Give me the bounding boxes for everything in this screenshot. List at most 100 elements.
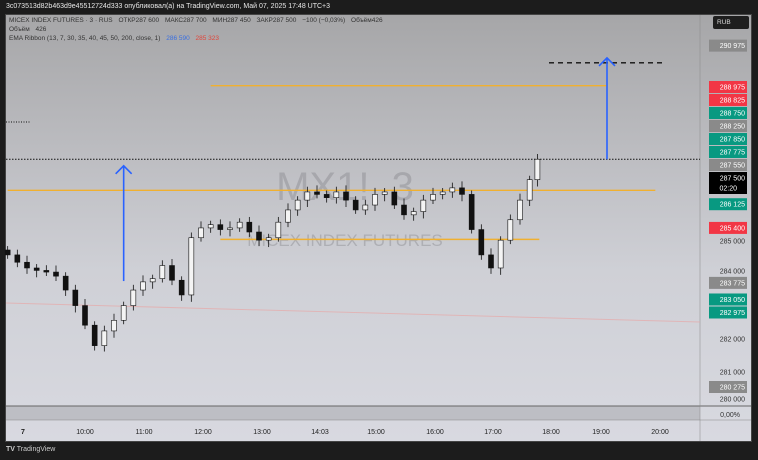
candle (159, 265, 166, 279)
arrow-head-icon (115, 164, 133, 175)
candle (4, 249, 11, 256)
price-label-box (709, 198, 747, 211)
candle (14, 254, 21, 263)
low-value: МИН287 450 (212, 17, 251, 24)
candle (169, 265, 175, 281)
price-label: 287 550 (720, 162, 745, 169)
price-label: 283 775 (720, 280, 745, 287)
price-label: 286 125 (720, 202, 745, 209)
brand-name: TradingView (16, 446, 56, 453)
candle (323, 194, 330, 198)
x-tick-label: 12:00 (194, 429, 212, 436)
x-tick-label: 13:00 (253, 429, 271, 436)
candle (459, 187, 465, 195)
candle (24, 261, 30, 269)
x-tick-label: 11:00 (136, 429, 153, 436)
candle (304, 191, 311, 201)
price-label: 290 975 (720, 43, 745, 50)
price-label-box (709, 145, 747, 158)
candle (275, 221, 282, 239)
candle (517, 199, 523, 221)
change-value: −100 (−0,03%) (302, 17, 346, 24)
x-tick-label: 20:00 (651, 429, 669, 436)
candle (401, 204, 407, 216)
candle (430, 194, 436, 201)
price-label: 283 050 (720, 297, 745, 304)
countdown-label: 02:20 (719, 185, 737, 192)
volume-label: Объём (9, 26, 30, 33)
ema-label: EMA Ribbon (13, 7, 30, 35, 40, 45, 50, 2… (9, 35, 161, 42)
candle (53, 271, 59, 277)
candle (91, 324, 98, 346)
candle (101, 330, 108, 346)
price-label: 288 250 (720, 123, 745, 130)
price-label-box (709, 106, 747, 119)
publish-header: 3c073513d82b463d9e45512724d333 опубликов… (6, 3, 331, 10)
tradingview-logo-icon: TV (6, 446, 15, 453)
watermark-name: MICEX INDEX FUTURES (247, 231, 443, 250)
price-label-box (709, 221, 747, 234)
price-label: 287 775 (720, 149, 745, 156)
price-label-box (709, 293, 747, 306)
candle (410, 211, 417, 216)
price-label: 288 750 (720, 110, 745, 117)
price-label-box (709, 158, 747, 171)
candle (82, 305, 88, 326)
candle (43, 270, 50, 273)
pane-percent-label: 0,00% (720, 412, 740, 419)
high-value: МАКС287 700 (164, 17, 207, 24)
candle (227, 227, 233, 230)
price-label-box (709, 306, 747, 319)
x-tick-label: 14:03 (311, 429, 329, 436)
price-label-box (709, 381, 747, 393)
ema-value-1: 286 590 (166, 35, 190, 42)
y-tick-label: 282 000 (720, 337, 745, 344)
price-label: 285 400 (720, 225, 745, 232)
candle (256, 231, 262, 241)
current-price-box (709, 171, 747, 194)
ema-value-2: 285 323 (195, 35, 220, 42)
chart-legend: MICEX INDEX FUTURES · 3 · RUS ОТКР287 60… (9, 16, 387, 43)
symbol-name[interactable]: MICEX INDEX FUTURES · 3 · RUS (9, 17, 113, 24)
indicator-pane (6, 406, 700, 420)
candle (246, 221, 253, 233)
candle (507, 219, 514, 241)
candle (381, 191, 388, 195)
candle (439, 191, 446, 195)
price-label-box (709, 80, 747, 93)
candle (478, 229, 485, 256)
candle (217, 224, 224, 230)
candle (314, 191, 320, 195)
price-label: 282 975 (720, 310, 745, 317)
candle (120, 305, 127, 321)
currency-button[interactable]: RUB (713, 16, 749, 29)
price-label-box (709, 276, 747, 289)
tradingview-footer: TV TradingView (6, 446, 55, 453)
candle (333, 191, 340, 198)
candle (488, 254, 494, 269)
price-label: 287 850 (720, 136, 745, 143)
candle (111, 319, 117, 332)
candle (468, 194, 475, 230)
candle (33, 267, 40, 271)
volume-row[interactable]: Объём 426 (9, 25, 387, 34)
candle (198, 227, 204, 239)
candle (526, 179, 533, 201)
x-tick-label: 10:00 (76, 429, 94, 436)
price-label-box (709, 39, 747, 52)
candle (72, 289, 79, 306)
ema-row[interactable]: EMA Ribbon (13, 7, 30, 35, 40, 45, 50, 2… (9, 34, 387, 43)
x-tick-label: 19:00 (592, 429, 610, 436)
ema-200-line (5, 302, 701, 323)
candle (265, 237, 272, 241)
arrow-head-icon (598, 56, 616, 67)
candle (140, 281, 146, 291)
candle (372, 194, 378, 206)
candle (391, 191, 398, 206)
candle (497, 239, 504, 269)
price-label: 288 825 (720, 97, 745, 104)
ohlc-row: MICEX INDEX FUTURES · 3 · RUS ОТКР287 60… (9, 16, 387, 25)
x-tick-label: 15:00 (367, 429, 385, 436)
y-tick-label: 280 000 (720, 397, 745, 404)
